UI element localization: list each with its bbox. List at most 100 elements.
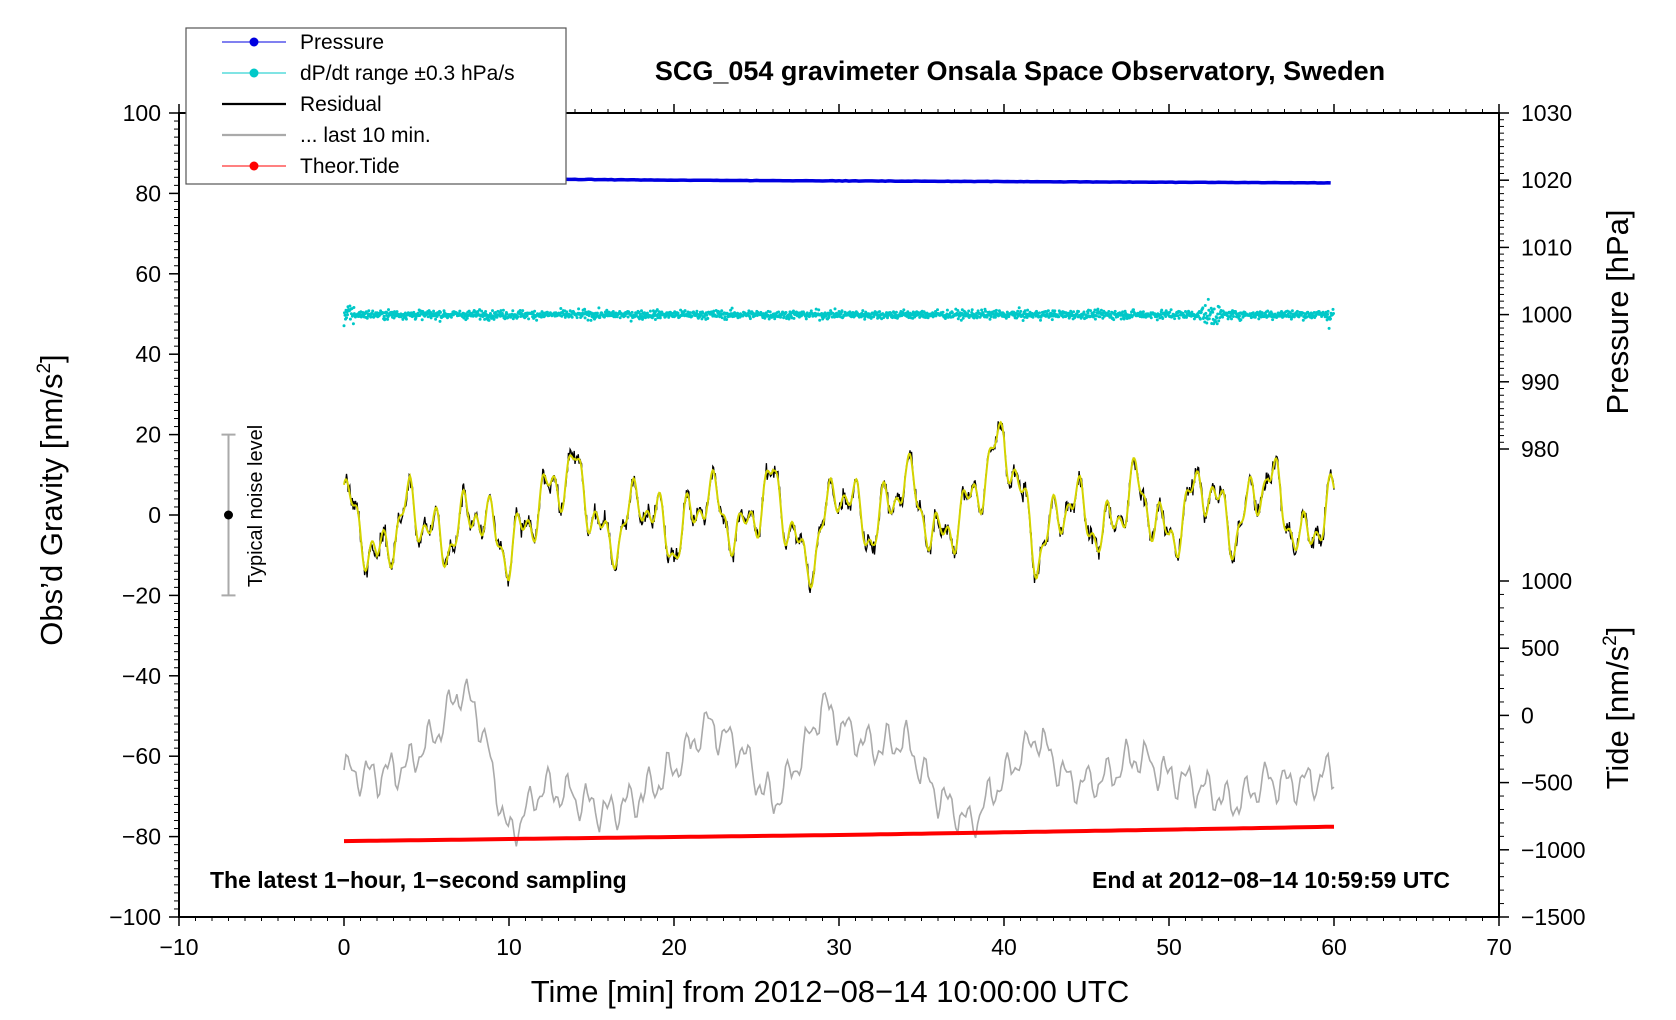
dpdt-point [1094,314,1098,318]
dpdt-point [1331,307,1335,311]
dpdt-point [437,313,441,317]
dpdt-point [1086,311,1090,315]
pressure-tick-label: 990 [1521,369,1559,395]
dpdt-point [976,314,980,318]
dpdt-point [1050,318,1054,322]
dpdt-point [1082,310,1086,314]
annotation-end-time: End at 2012−08−14 10:59:59 UTC [1092,867,1450,893]
dpdt-point [809,309,813,313]
dpdt-point [958,314,962,318]
dpdt-point [382,314,386,318]
y-tick-label: 60 [135,261,161,287]
dpdt-point [505,312,509,316]
dpdt-point [367,309,371,313]
dpdt-point [936,308,939,312]
dpdt-point [1072,310,1076,314]
dpdt-point [730,306,734,310]
dpdt-point [1057,315,1061,319]
dpdt-point [1017,306,1021,310]
dpdt-point [489,312,492,315]
dpdt-point [763,316,767,320]
y-tick-label: 80 [135,180,161,206]
pressure-tick-label: 1030 [1521,100,1572,126]
dpdt-point [784,311,788,314]
dpdt-point [657,310,661,314]
dpdt-point [626,315,630,319]
dpdt-point [773,317,777,321]
dpdt-point [683,309,687,313]
dpdt-point [1221,315,1225,319]
dpdt-point [1089,309,1092,313]
dpdt-point [701,311,705,315]
dpdt-point [1216,312,1220,316]
dpdt-point [1168,310,1172,314]
dpdt-point [480,309,484,313]
dpdt-point [643,311,646,315]
dpdt-point [706,316,710,320]
dpdt-point [720,309,724,313]
dpdt-point [658,316,662,320]
annotation-sampling: The latest 1−hour, 1−second sampling [210,867,627,893]
dpdt-point [491,309,494,313]
dpdt-point [467,309,471,313]
x-tick-label: 60 [1321,934,1347,960]
dpdt-point [1107,310,1111,313]
dpdt-point [723,315,727,319]
dpdt-point [993,315,997,319]
x-tick-label: 70 [1486,934,1512,960]
dpdt-point [1205,321,1209,325]
dpdt-point [580,314,584,318]
dpdt-point [1176,314,1180,318]
dpdt-point [741,314,745,318]
dpdt-point [352,306,356,309]
dpdt-point [1206,297,1210,301]
dpdt-point [586,318,590,322]
dpdt-point [1038,311,1041,315]
dpdt-point [994,308,998,312]
tide-tick-label: 0 [1521,702,1534,728]
dpdt-point [1158,316,1162,320]
dpdt-point [535,318,539,322]
x-tick-label: 50 [1156,934,1182,960]
dpdt-point [1266,309,1270,313]
dpdt-point [458,309,462,313]
dpdt-point [348,304,352,308]
dpdt-point [1075,312,1079,316]
dpdt-point [779,315,783,319]
x-tick-label: 20 [661,934,687,960]
dpdt-point [641,317,644,321]
dpdt-point [1301,318,1305,322]
dpdt-point [1207,308,1211,312]
y-tick-label: −60 [122,743,161,769]
dpdt-point [950,311,954,315]
dpdt-point [1326,309,1330,313]
dpdt-point [1121,310,1125,314]
dpdt-point [655,308,659,312]
dpdt-point [837,310,841,313]
dpdt-point [1201,306,1205,310]
dpdt-point [725,318,729,321]
dpdt-point [1292,315,1296,319]
noise-level-label: Typical noise level [245,425,267,587]
dpdt-point [1212,307,1216,311]
dpdt-point [792,309,795,313]
dpdt-point [702,315,706,319]
dpdt-point [1207,317,1211,321]
dpdt-point [926,316,930,320]
noise-bar-center [224,510,233,520]
dpdt-point [902,308,906,312]
dpdt-point [1025,316,1029,319]
dpdt-point [1290,309,1294,313]
dpdt-point [1230,317,1233,321]
dpdt-point [878,310,882,314]
tide-tick-label: −1500 [1521,904,1586,930]
dpdt-point [1128,316,1132,320]
legend-swatch-marker [249,68,259,78]
y-tick-label: 100 [123,100,161,126]
dpdt-point [516,315,520,319]
dpdt-point [767,317,771,321]
dpdt-point [717,310,721,314]
legend-label: Pressure [300,31,384,54]
dpdt-point [787,317,791,321]
dpdt-point [432,309,436,313]
